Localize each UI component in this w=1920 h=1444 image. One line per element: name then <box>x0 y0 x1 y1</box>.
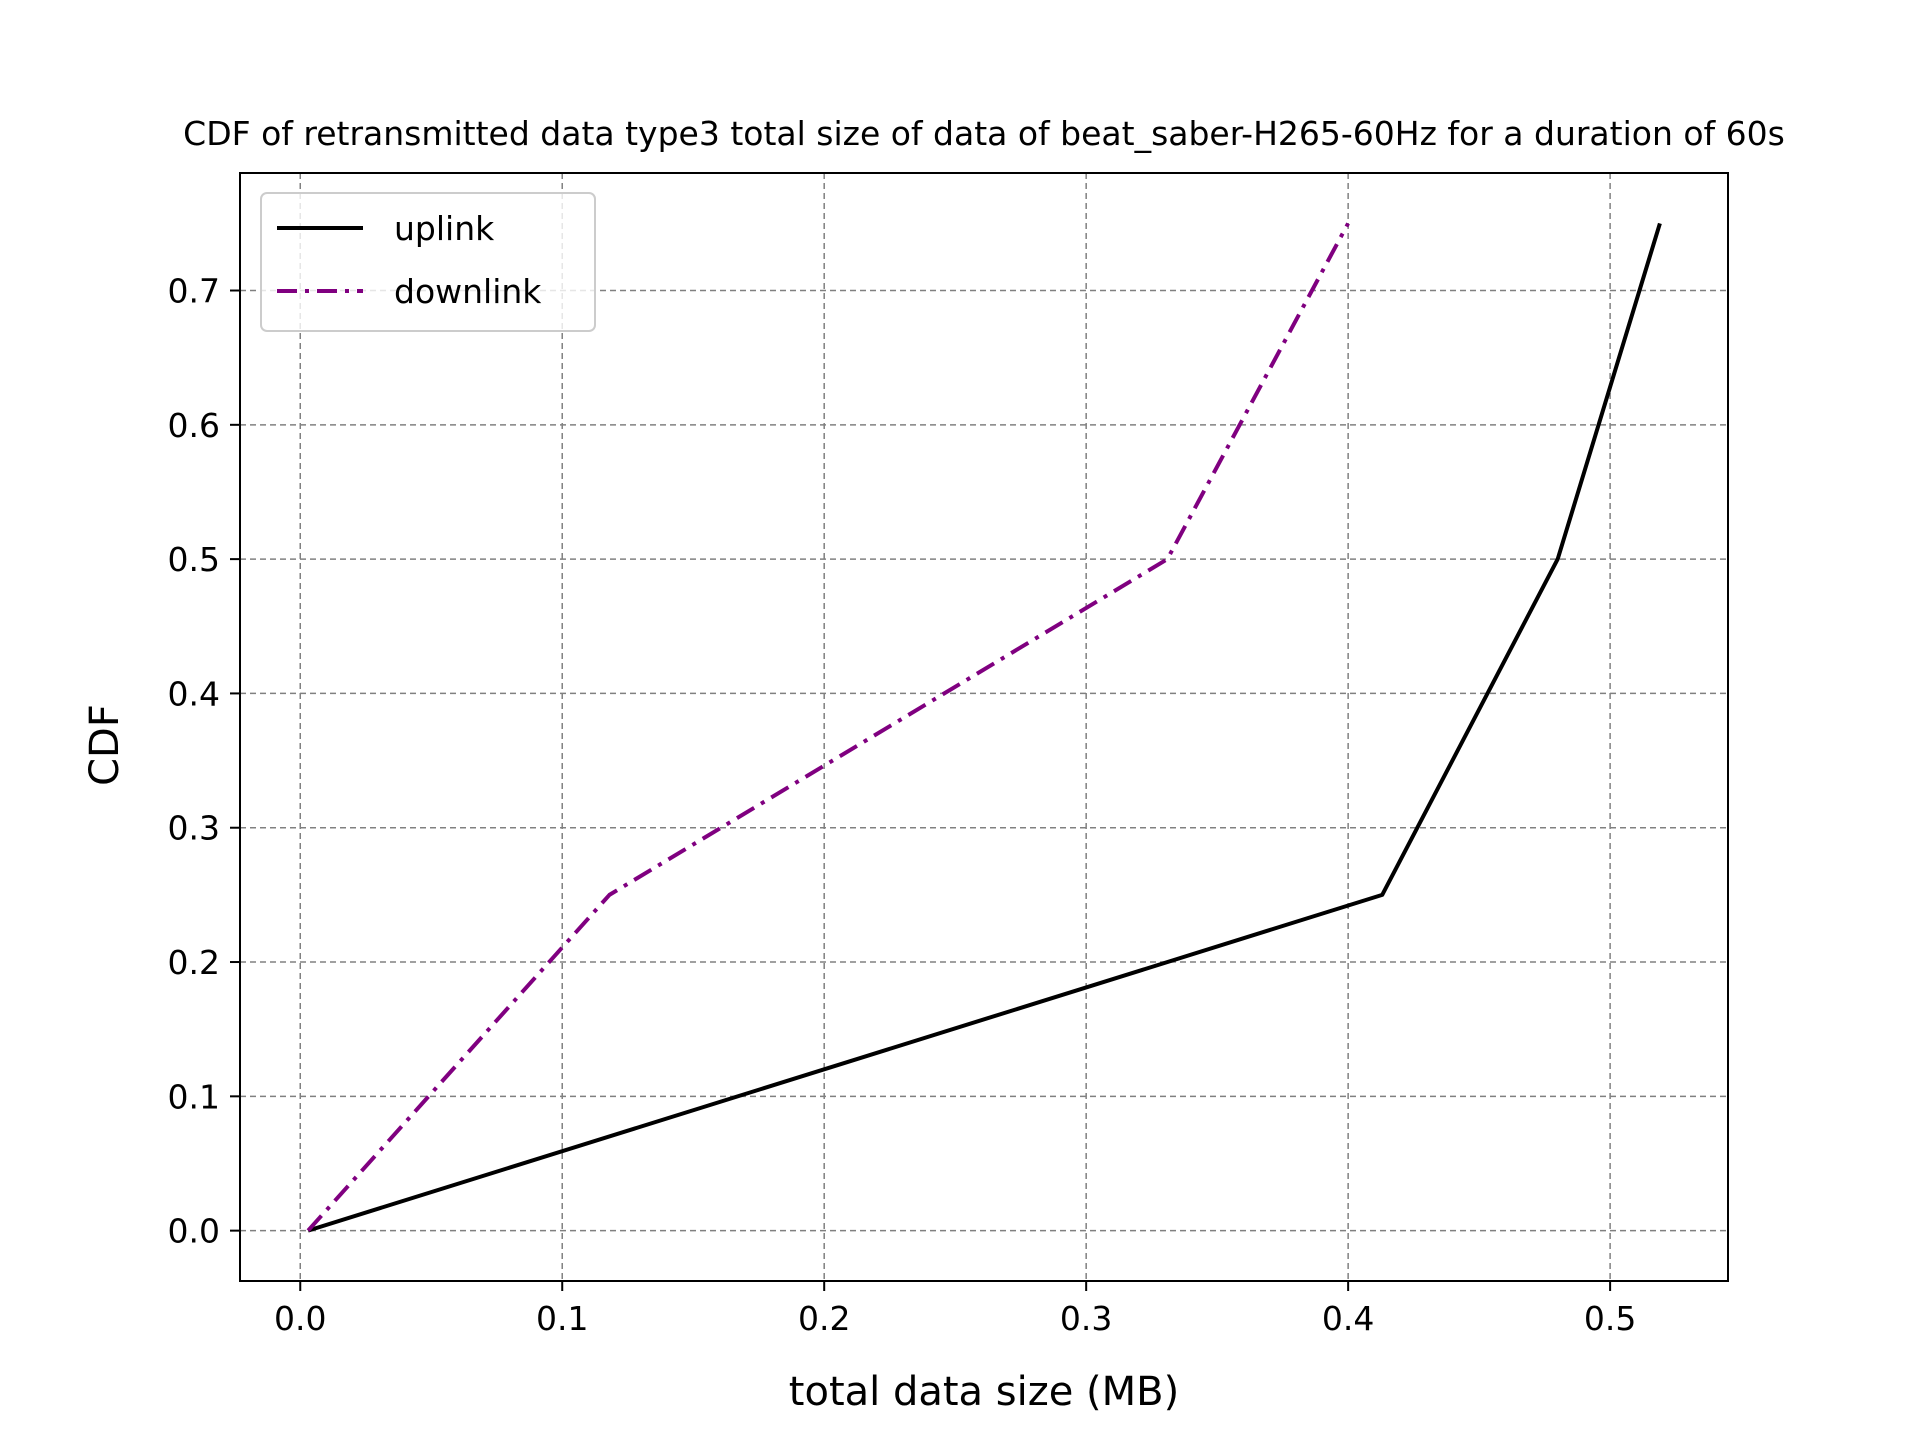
y-tick-label: 0.7 <box>168 272 220 311</box>
x-tick-label: 0.2 <box>798 1299 850 1338</box>
chart-title: CDF of retransmitted data type3 total si… <box>183 114 1785 153</box>
y-tick-label: 0.0 <box>168 1212 220 1251</box>
y-tick-label: 0.2 <box>168 943 220 982</box>
ticks-layer: 0.0 0.1 0.2 0.3 0.4 0.5 0.0 0.1 0.2 0.3 0.4 0.5 0.6 0… <box>168 272 1637 1338</box>
x-tick-label: 0.5 <box>1584 1299 1636 1338</box>
y-axis-label: CDF <box>82 704 128 786</box>
y-tick-label: 0.3 <box>168 809 220 848</box>
y-tick-label: 0.6 <box>168 406 220 445</box>
x-tick-label: 0.3 <box>1060 1299 1112 1338</box>
x-tick-label: 0.1 <box>536 1299 588 1338</box>
x-tick-label: 0.4 <box>1322 1299 1374 1338</box>
legend: uplink downlink <box>260 192 596 332</box>
y-tick-label: 0.4 <box>168 674 220 713</box>
x-tick-label: 0.0 <box>274 1299 326 1338</box>
series-layer <box>306 222 1662 1233</box>
x-axis-label: total data size (MB) <box>789 1369 1179 1415</box>
y-tick-label: 0.5 <box>168 540 220 579</box>
legend-label-uplink: uplink <box>394 209 495 248</box>
series-line-downlink <box>306 222 1350 1232</box>
y-tick-label: 0.1 <box>168 1077 220 1116</box>
plot-frame <box>239 172 1729 1282</box>
series-line-uplink <box>307 222 1662 1233</box>
legend-label-downlink: downlink <box>394 272 542 311</box>
grid-layer <box>240 173 1728 1281</box>
